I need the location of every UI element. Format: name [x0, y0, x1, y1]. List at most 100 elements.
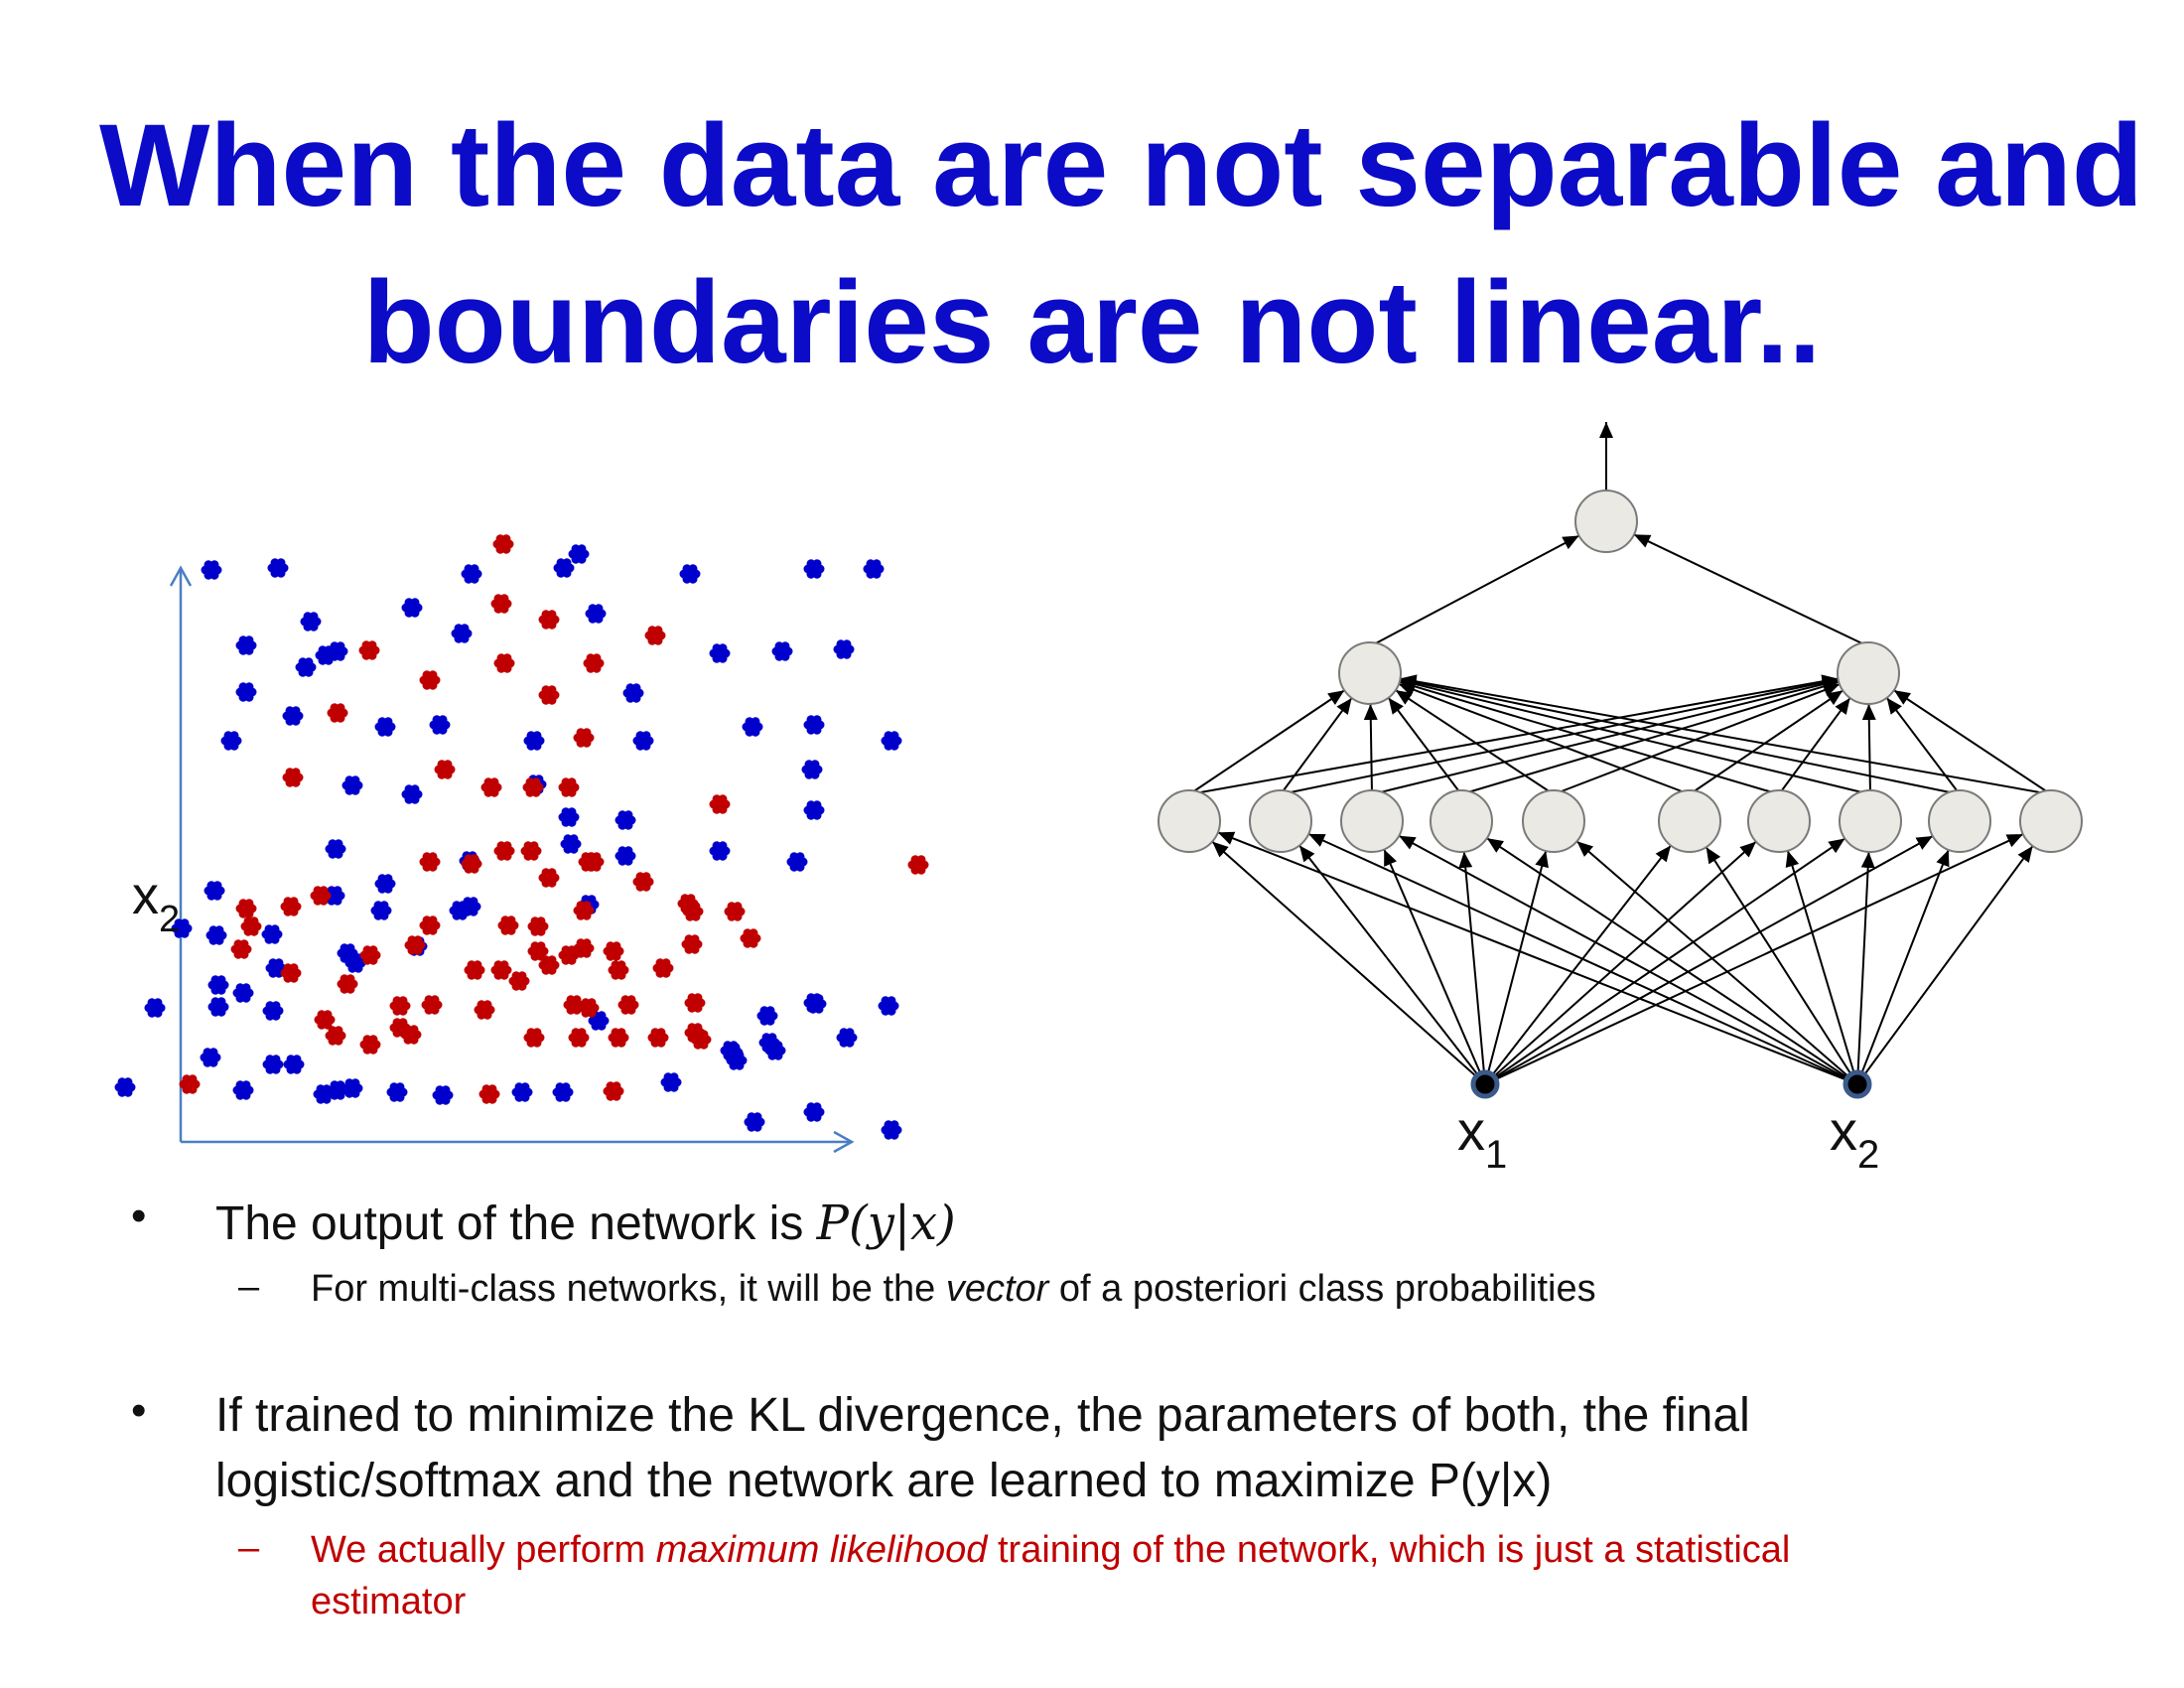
blue-point: [432, 1085, 454, 1105]
blue-point: [282, 706, 304, 726]
red-point: [583, 653, 605, 673]
input-label-x2-sub: 2: [1857, 1133, 1879, 1177]
input-to-hidden-edge: [1575, 840, 1858, 1085]
hidden-layer-2-node: [1837, 641, 1900, 705]
sub-bullet-1-pre: For multi-class networks, it will be the: [311, 1268, 946, 1310]
blue-point: [803, 800, 825, 820]
red-point: [603, 1081, 624, 1101]
red-point: [740, 928, 761, 948]
blue-point: [327, 1080, 348, 1100]
input-to-hidden-edge: [1484, 833, 2024, 1085]
input-node: [1470, 1069, 1500, 1099]
blue-point: [803, 715, 825, 735]
blue-point: [171, 918, 193, 938]
blue-point: [204, 881, 225, 901]
hidden-to-hidden-edge: [1387, 697, 1462, 795]
blue-point: [881, 731, 902, 751]
input-label-x2: x2: [1830, 1099, 1879, 1177]
blue-point: [283, 1055, 305, 1074]
red-point: [464, 960, 485, 980]
blue-point: [805, 994, 827, 1014]
input-node: [1843, 1069, 1872, 1099]
hidden-to-output-edge: [1633, 533, 1869, 647]
red-point: [419, 670, 441, 690]
blue-point: [232, 983, 254, 1003]
red-point: [474, 1000, 495, 1020]
input-label-x1: x1: [1457, 1099, 1507, 1177]
sub-bullet-2-line-1: We actually perform maximum likelihood t…: [311, 1524, 2147, 1576]
blue-point: [295, 657, 317, 677]
red-point: [480, 777, 502, 797]
blue-point: [660, 1072, 682, 1092]
hidden-to-hidden-edge: [1371, 677, 1840, 795]
blue-point: [386, 1082, 408, 1102]
bullet-2-line-2: logistic/softmax and the network are lea…: [215, 1455, 1553, 1507]
blue-point: [313, 1084, 335, 1104]
hidden-to-hidden-edge: [1400, 675, 1961, 795]
hidden-to-hidden-edge: [1778, 697, 1851, 795]
red-point: [558, 945, 580, 965]
red-point: [724, 902, 746, 921]
red-point: [573, 728, 595, 748]
blue-point: [344, 953, 366, 973]
blue-point: [401, 784, 423, 804]
hidden-layer-1-node: [1522, 789, 1585, 853]
red-point: [327, 703, 348, 723]
blue-point: [325, 839, 346, 859]
blue-point: [552, 1082, 574, 1102]
bullet-dash-1: –: [238, 1266, 260, 1308]
red-point: [419, 852, 441, 872]
hidden-to-hidden-edge: [1399, 677, 1871, 795]
red-point: [359, 945, 381, 965]
input-to-hidden-edge: [1383, 849, 1486, 1085]
blue-point: [803, 559, 825, 579]
bullet-1-text: The output of the network is: [215, 1197, 817, 1250]
blue-point: [833, 639, 855, 659]
red-point: [527, 941, 549, 961]
blue-point: [267, 558, 289, 578]
blue-point: [429, 715, 451, 735]
blue-point: [341, 1078, 363, 1098]
blue-point: [614, 846, 636, 866]
red-point: [358, 640, 380, 660]
red-point: [568, 1028, 590, 1048]
hidden-to-hidden-edge: [1399, 679, 1780, 795]
hidden-to-hidden-edge: [1689, 689, 1843, 795]
bullet-1: The output of the network is P(y|x): [215, 1194, 956, 1254]
input-to-hidden-edge: [1307, 832, 1858, 1085]
blue-point: [220, 731, 242, 751]
hidden-to-hidden-edge: [1861, 703, 1876, 795]
hidden-to-hidden-edge: [1188, 689, 1345, 795]
blue-point: [370, 901, 392, 920]
sub-bullet-1-post: of a posteriori class probabilities: [1048, 1268, 1596, 1310]
red-point: [493, 653, 515, 673]
red-point: [583, 852, 605, 872]
bullet-1-math: P(y|x): [816, 1196, 956, 1251]
sub-bullet-2-line-2: estimator: [311, 1581, 467, 1622]
blue-point: [144, 998, 166, 1018]
blue-point: [553, 558, 575, 578]
input-to-hidden-edge: [1484, 844, 1672, 1085]
red-point: [538, 868, 560, 888]
blue-point: [327, 641, 348, 661]
red-point: [359, 1035, 381, 1055]
red-point: [522, 777, 544, 797]
hidden-layer-1-node: [1839, 789, 1902, 853]
blue-point: [863, 559, 885, 579]
blue-point: [300, 612, 322, 632]
red-point: [681, 934, 703, 954]
blue-point: [461, 564, 482, 584]
blue-point: [341, 775, 363, 795]
red-point: [652, 958, 674, 978]
blue-point: [614, 810, 636, 830]
blue-point: [881, 1120, 902, 1140]
sub-bullet-2: We actually perform maximum likelihood t…: [311, 1524, 2147, 1627]
input-to-hidden-edge: [1484, 850, 1549, 1085]
red-point: [280, 963, 302, 983]
red-point: [603, 941, 624, 961]
bullet-dot-1: •: [131, 1192, 147, 1240]
red-point: [282, 768, 304, 787]
